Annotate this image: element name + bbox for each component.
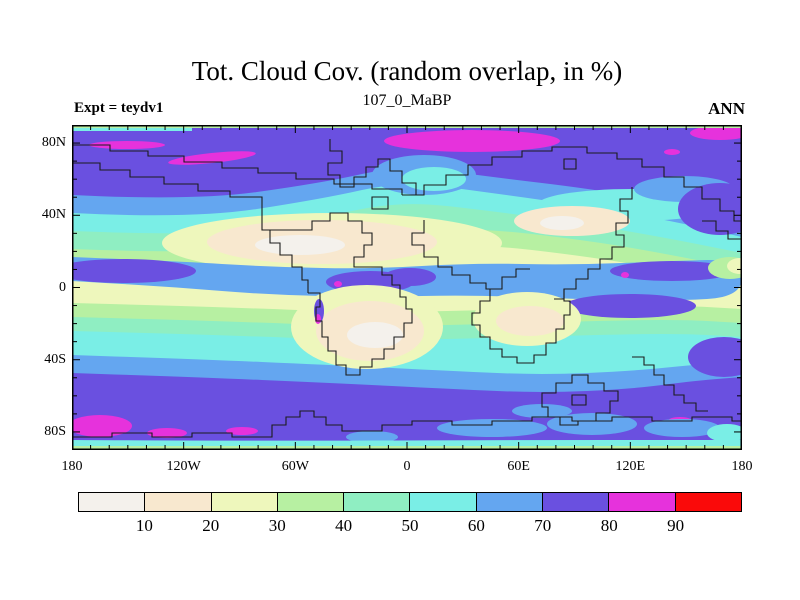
field-blob <box>347 322 403 348</box>
colorbar-label: 40 <box>335 516 353 535</box>
field-blob <box>147 428 187 438</box>
x-axis-label: 60W <box>281 459 309 474</box>
field-blob <box>437 419 547 437</box>
field-blob <box>496 306 564 336</box>
colorbar-segment <box>675 493 741 511</box>
field-blob <box>512 404 572 418</box>
field-blob <box>688 337 742 377</box>
field-blob <box>89 141 165 149</box>
field-blob <box>564 294 696 318</box>
chart-title: Tot. Cloud Cov. (random overlap, in %) <box>191 56 623 86</box>
coastline <box>471 268 571 364</box>
field-blob <box>72 415 132 437</box>
coastline <box>402 146 742 222</box>
coastline <box>72 410 742 438</box>
field-blob <box>346 431 398 443</box>
coastline <box>327 139 417 196</box>
coastline <box>72 162 309 293</box>
y-axis-label: 40N <box>41 207 66 223</box>
colorbar-segment <box>145 493 212 511</box>
coastline <box>262 212 373 268</box>
colorbar-label: 50 <box>401 516 419 535</box>
field-blob <box>255 235 345 255</box>
field-blob <box>384 268 436 286</box>
field-blob <box>540 216 584 230</box>
colorbar-label: 20 <box>202 516 220 535</box>
map-svg <box>72 125 742 450</box>
x-axis-label: 0 <box>403 459 411 474</box>
colorbar-label: 90 <box>667 516 685 535</box>
colorbar-segment <box>277 493 345 511</box>
season-label: ANN <box>708 99 745 118</box>
field-blob <box>547 413 637 435</box>
field-blob <box>727 258 742 274</box>
coastline <box>554 187 633 300</box>
field-blob <box>72 259 196 283</box>
colorbar-segment <box>79 493 146 511</box>
colorbar-segment <box>211 493 278 511</box>
coastline <box>702 220 742 240</box>
coastline <box>632 356 708 412</box>
field-blob <box>168 151 256 165</box>
x-axis-label: 120E <box>615 459 646 474</box>
field-band <box>72 128 192 131</box>
field-blob <box>644 419 720 437</box>
colorbar-segment <box>543 493 610 511</box>
colorbar-segment <box>344 493 411 511</box>
field-blob <box>690 126 742 140</box>
field-blob <box>402 167 466 191</box>
colorbar-segment <box>410 493 477 511</box>
y-axis-label: 40S <box>44 351 66 367</box>
y-axis-label: 80N <box>41 135 66 151</box>
chart-subtitle: 107_0_MaBP <box>362 92 452 109</box>
field-blob <box>664 149 680 155</box>
field-blob <box>621 272 629 278</box>
coastline <box>371 196 389 210</box>
contour-field <box>72 125 742 450</box>
field-blob <box>334 281 342 287</box>
x-axis-label: 60E <box>507 459 530 474</box>
colorbar <box>78 492 742 512</box>
colorbar-label: 30 <box>268 516 286 535</box>
coastline <box>571 394 587 406</box>
colorbar-label: 10 <box>135 516 153 535</box>
coastline <box>563 158 577 170</box>
experiment-label: Expt = teydv1 <box>74 100 164 116</box>
field-blob <box>384 130 560 152</box>
field-blob <box>678 183 742 235</box>
map-border <box>72 125 742 450</box>
field-blob <box>610 261 734 281</box>
map-panel: 80N 40N 0 40S 80S 180 120W 60W 0 60E 120E 180 <box>42 125 753 474</box>
coastline <box>411 220 500 290</box>
colorbar-label: 80 <box>600 516 618 535</box>
colorbar-label: 70 <box>534 516 552 535</box>
y-axis-label: 80S <box>44 423 66 439</box>
x-axis-label: 120W <box>166 459 201 474</box>
field-blob <box>226 427 258 435</box>
field-blob <box>707 424 742 442</box>
coastline <box>72 144 403 195</box>
colorbar-segment <box>476 493 544 511</box>
y-axis-label: 0 <box>59 279 66 295</box>
coastline <box>308 266 413 376</box>
colorbar-segment <box>609 493 676 511</box>
x-axis-label: 180 <box>61 459 83 474</box>
x-axis-label: 180 <box>731 459 753 474</box>
colorbar-label: 60 <box>467 516 485 535</box>
